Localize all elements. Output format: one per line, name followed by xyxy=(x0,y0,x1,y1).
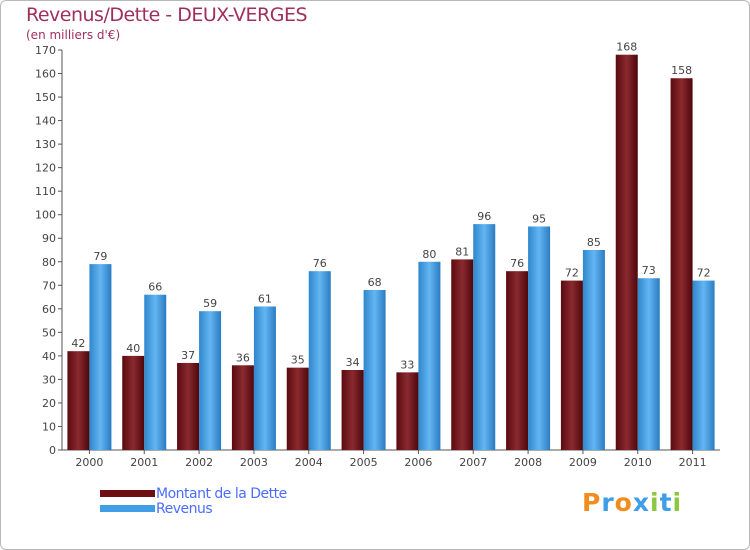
data-label: 76 xyxy=(510,257,524,270)
logo-letter: r xyxy=(601,488,615,517)
data-label: 66 xyxy=(148,281,162,294)
bar-revenus xyxy=(363,290,386,450)
bar-dette xyxy=(560,280,583,450)
data-label: 40 xyxy=(126,342,140,355)
x-tick-label: 2003 xyxy=(240,456,268,469)
bar-dette xyxy=(122,355,145,450)
data-label: 72 xyxy=(565,267,579,280)
bar-dette xyxy=(670,78,693,450)
y-tick-label: 120 xyxy=(35,162,56,175)
y-tick-label: 0 xyxy=(49,444,56,457)
logo-letter: P xyxy=(582,488,602,517)
chart-title: Revenus/Dette - DEUX-VERGES xyxy=(26,4,308,26)
data-label: 33 xyxy=(400,358,414,371)
chart-legend: Montant de la Dette Revenus xyxy=(100,485,287,517)
x-tick-label: 2006 xyxy=(404,456,432,469)
bar-dette xyxy=(177,362,200,450)
data-label: 37 xyxy=(181,349,195,362)
y-tick-label: 100 xyxy=(35,209,56,222)
logo-letter: i xyxy=(672,488,683,517)
bar-revenus xyxy=(199,311,222,450)
y-tick-label: 110 xyxy=(35,185,56,198)
x-tick-label: 2004 xyxy=(295,456,323,469)
data-label: 168 xyxy=(616,41,637,54)
bar-dette xyxy=(451,259,474,450)
x-tick-label: 2009 xyxy=(569,456,597,469)
legend-swatch-revenus xyxy=(100,505,155,512)
bar-revenus xyxy=(144,294,167,450)
bar-dette xyxy=(67,351,90,450)
proxiti-logo: Proxiti xyxy=(582,488,682,517)
bar-revenus xyxy=(692,280,715,450)
data-label: 96 xyxy=(477,210,491,223)
logo-letter: t xyxy=(659,488,673,517)
data-label: 59 xyxy=(203,297,217,310)
data-label: 34 xyxy=(346,356,360,369)
data-label: 68 xyxy=(368,276,382,289)
bar-revenus xyxy=(582,250,605,450)
y-tick-label: 70 xyxy=(42,279,56,292)
y-tick-label: 20 xyxy=(42,397,56,410)
bar-revenus xyxy=(89,264,112,450)
y-tick-label: 60 xyxy=(42,303,56,316)
bar-revenus xyxy=(418,261,441,450)
y-tick-label: 140 xyxy=(35,115,56,128)
y-tick-label: 50 xyxy=(42,326,56,339)
data-label: 80 xyxy=(422,248,436,261)
bar-revenus xyxy=(528,226,551,450)
logo-letter: o xyxy=(614,488,633,517)
x-tick-label: 2010 xyxy=(624,456,652,469)
y-tick-label: 40 xyxy=(42,350,56,363)
x-tick-label: 2005 xyxy=(350,456,378,469)
x-tick-label: 2002 xyxy=(185,456,213,469)
bar-revenus xyxy=(637,278,660,450)
x-tick-label: 2001 xyxy=(130,456,158,469)
y-tick-label: 160 xyxy=(35,68,56,81)
data-label: 73 xyxy=(642,264,656,277)
legend-swatch-dette xyxy=(100,490,155,497)
y-tick-label: 80 xyxy=(42,256,56,269)
x-tick-label: 2000 xyxy=(75,456,103,469)
y-tick-label: 30 xyxy=(42,373,56,386)
data-label: 95 xyxy=(532,212,546,225)
data-label: 81 xyxy=(455,245,469,258)
y-tick-label: 130 xyxy=(35,138,56,151)
y-tick-label: 10 xyxy=(42,420,56,433)
legend-label-revenus: Revenus xyxy=(156,500,213,517)
bar-dette xyxy=(286,367,309,450)
legend-item-revenus: Revenus xyxy=(100,500,287,517)
bar-dette xyxy=(506,271,529,450)
y-tick-label: 150 xyxy=(35,91,56,104)
data-label: 61 xyxy=(258,292,272,305)
y-tick-label: 90 xyxy=(42,232,56,245)
logo-letter: i xyxy=(650,488,660,517)
data-label: 158 xyxy=(671,64,692,77)
bar-revenus xyxy=(473,224,496,450)
legend-label-dette: Montant de la Dette xyxy=(156,485,287,502)
legend-item-dette: Montant de la Dette xyxy=(100,485,287,502)
bar-dette xyxy=(396,372,419,450)
chart-subtitle: (en milliers d'€) xyxy=(26,28,121,42)
data-label: 79 xyxy=(93,250,107,263)
data-label: 35 xyxy=(291,354,305,367)
bar-dette xyxy=(615,54,638,451)
bar-revenus xyxy=(308,271,331,450)
data-label: 42 xyxy=(71,337,85,350)
data-label: 72 xyxy=(697,267,711,280)
bar-revenus xyxy=(253,306,276,450)
bar-dette xyxy=(341,370,364,450)
data-label: 85 xyxy=(587,236,601,249)
x-tick-label: 2008 xyxy=(514,456,542,469)
data-label: 36 xyxy=(236,351,250,364)
data-label: 76 xyxy=(313,257,327,270)
bar-dette xyxy=(231,365,254,450)
y-tick-label: 170 xyxy=(35,44,56,57)
x-tick-label: 2011 xyxy=(679,456,707,469)
logo-letter: x xyxy=(632,488,650,517)
x-tick-label: 2007 xyxy=(459,456,487,469)
